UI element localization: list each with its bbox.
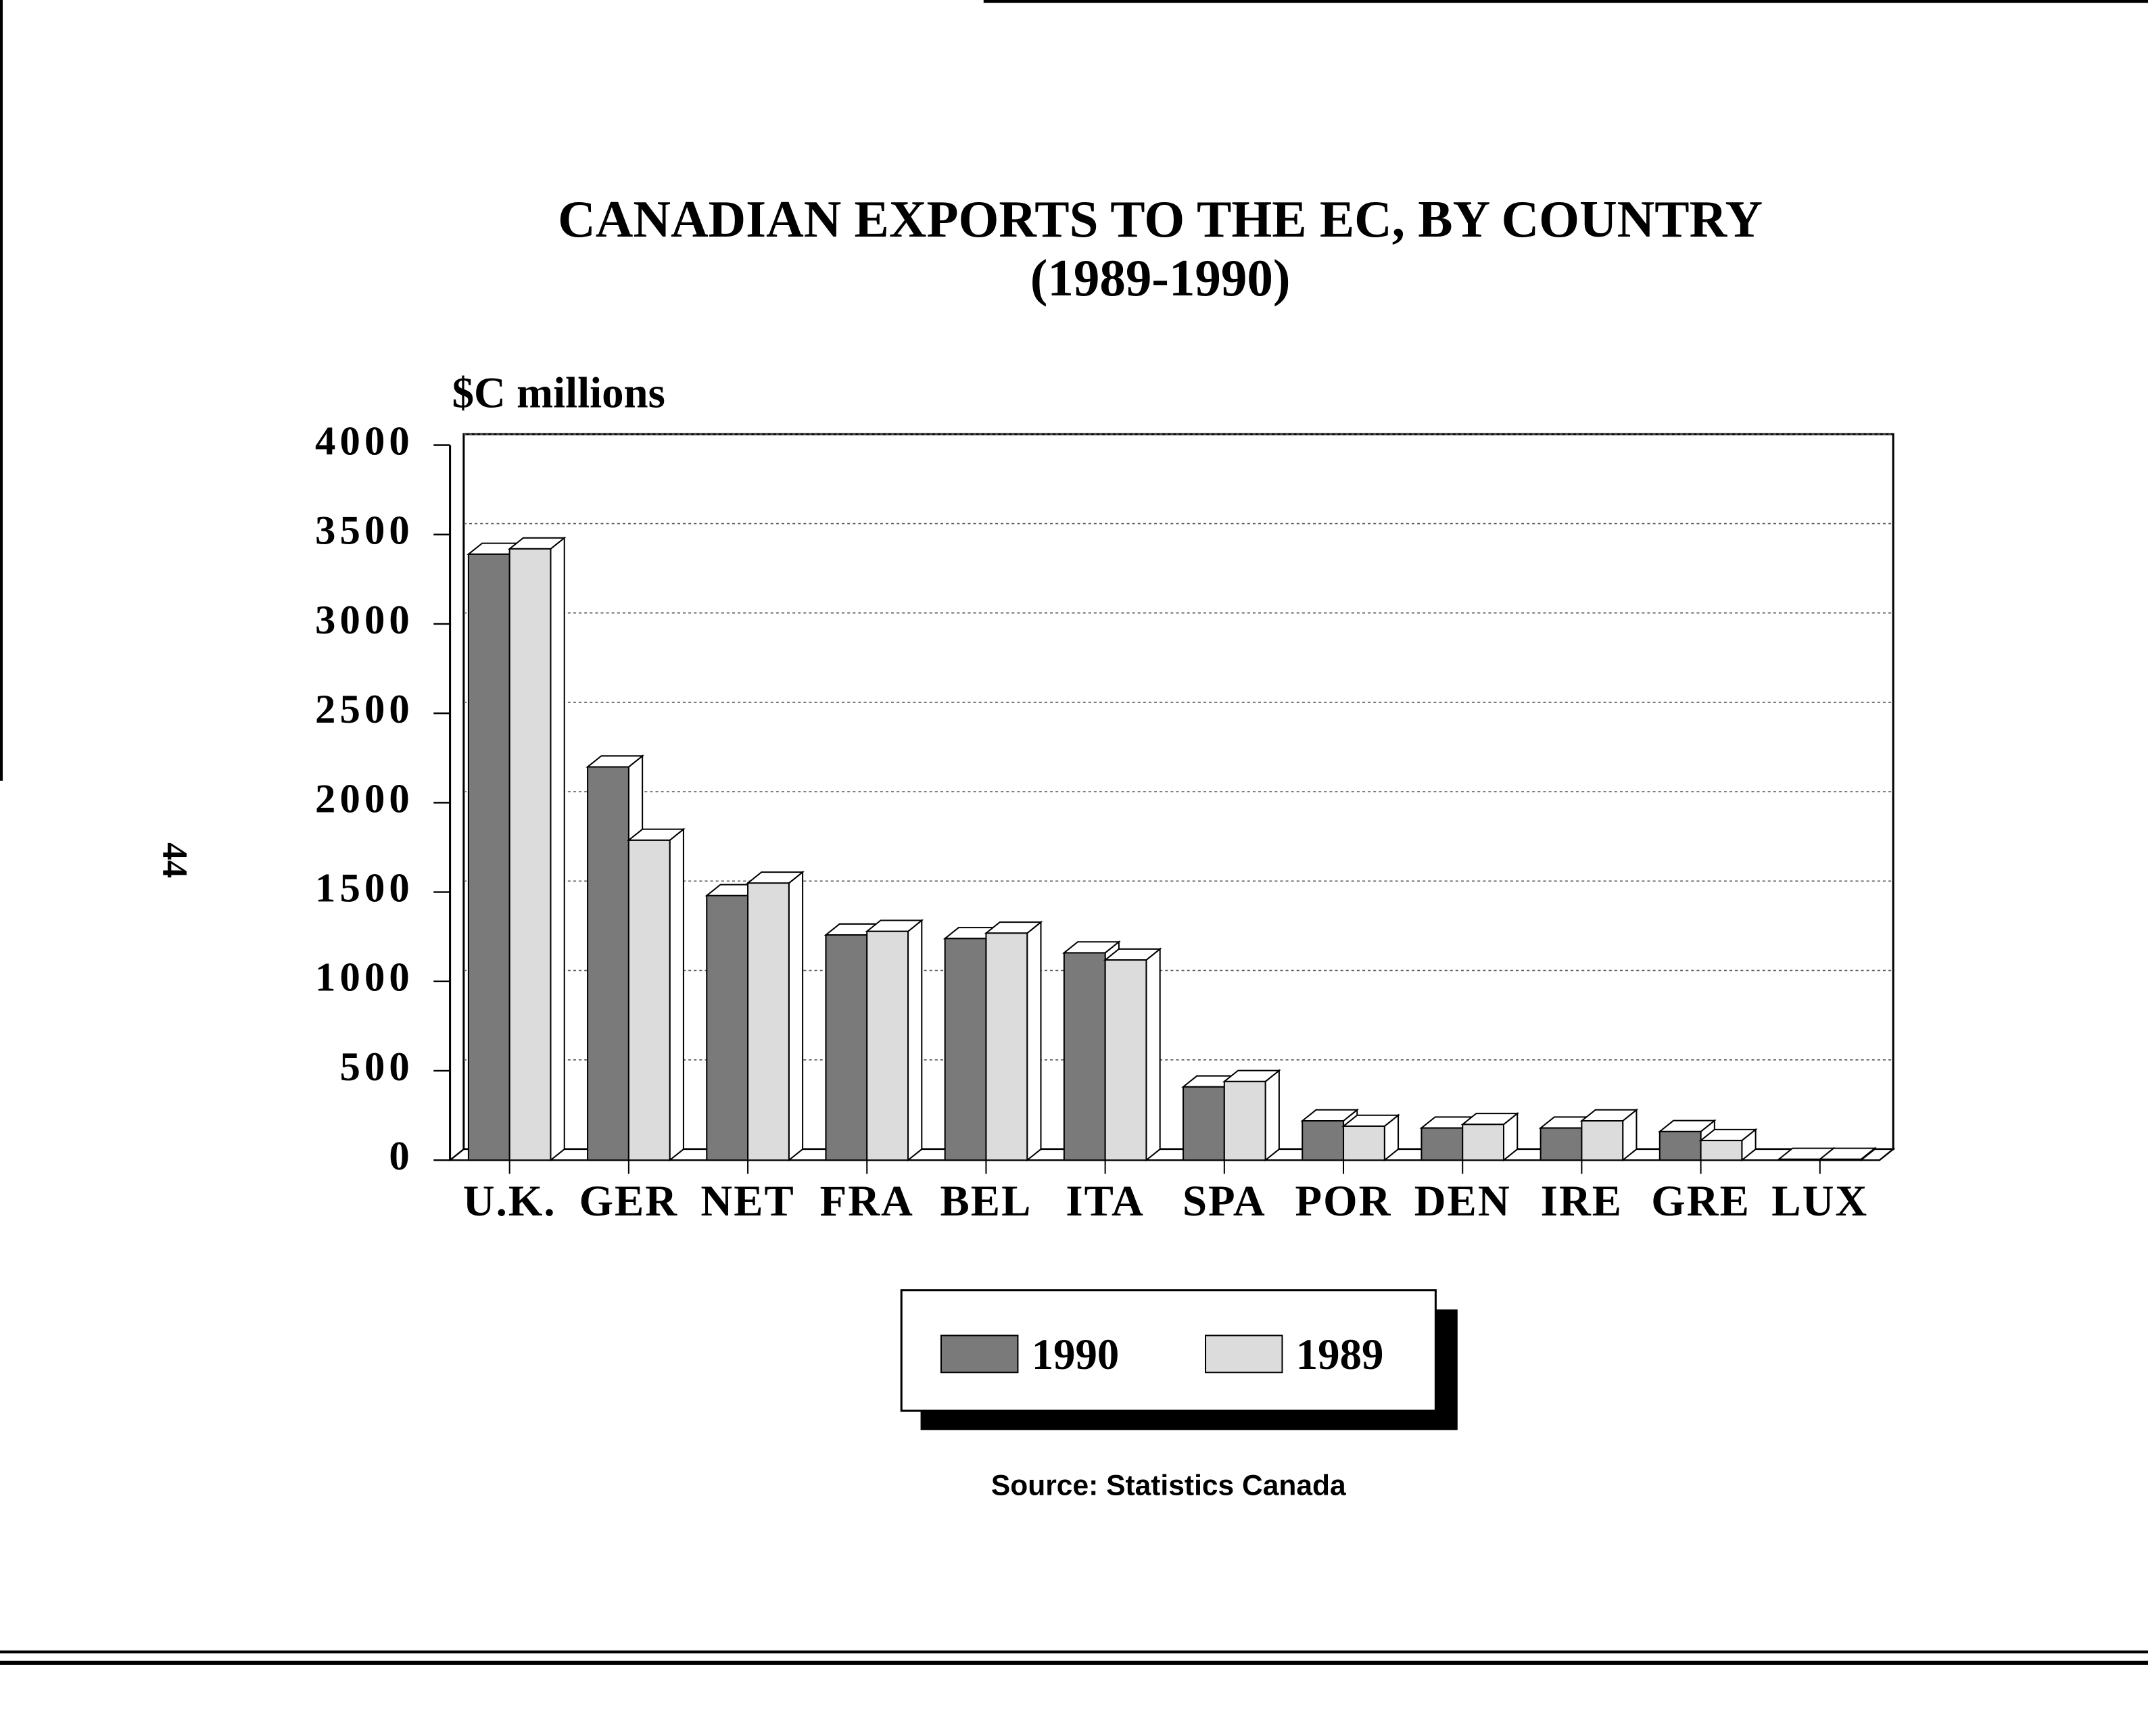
y-tick-label: 2500 [315, 687, 414, 732]
bar [1302, 1119, 1345, 1161]
bar [1700, 1140, 1743, 1161]
y-tick-label: 1500 [315, 866, 414, 911]
bar-side [1026, 921, 1042, 1162]
bar-side [669, 827, 684, 1162]
bar [985, 932, 1028, 1161]
bar-side [1264, 1069, 1280, 1162]
chart-title: CANADIAN EXPORTS TO THE EC, BY COUNTRY [558, 190, 1763, 248]
x-tick-label: LUX [1771, 1177, 1868, 1226]
legend [900, 1289, 1437, 1412]
legend-label: 1989 [1296, 1330, 1384, 1379]
legend-swatch [940, 1334, 1019, 1374]
bar-side [550, 536, 565, 1162]
x-tick-label: IRE [1541, 1177, 1623, 1226]
bar [1421, 1127, 1464, 1161]
y-tick-label: 0 [389, 1134, 413, 1179]
x-tick-label: GRE [1651, 1177, 1750, 1226]
x-tick-label: ITA [1066, 1177, 1145, 1226]
x-tick-label: SPA [1183, 1177, 1266, 1226]
y-axis-label: $C millions [452, 368, 665, 417]
y-tick-label: 500 [340, 1044, 414, 1090]
bar [1658, 1130, 1702, 1161]
bar [1819, 1158, 1862, 1161]
page-number: 44 [155, 842, 194, 878]
x-tick-label: DEN [1414, 1177, 1511, 1226]
bar [747, 882, 790, 1161]
source-note: Source: Statistics Canada [991, 1470, 1346, 1502]
x-tick-label: GER [579, 1177, 679, 1226]
bar [706, 894, 749, 1161]
bar [1223, 1080, 1266, 1161]
legend-swatch [1204, 1334, 1283, 1374]
bar [1104, 959, 1147, 1161]
x-tick-label: POR [1295, 1177, 1392, 1226]
y-tick-label: 3500 [315, 508, 414, 554]
bar [825, 934, 868, 1161]
x-tick-label: U.K. [463, 1177, 556, 1226]
bar [1581, 1119, 1624, 1161]
bar [866, 930, 909, 1161]
bar [587, 766, 629, 1161]
bar-side [788, 871, 804, 1162]
x-tick-label: NET [700, 1177, 794, 1226]
legend-label: 1990 [1032, 1330, 1120, 1379]
x-tick-label: BEL [940, 1177, 1032, 1226]
bar [467, 553, 510, 1161]
bar [508, 548, 552, 1161]
bar [1343, 1125, 1385, 1161]
bar [1540, 1127, 1583, 1161]
bar [944, 938, 987, 1161]
y-tick-label: 2000 [315, 776, 414, 821]
bar [1462, 1124, 1505, 1161]
bar [627, 839, 671, 1161]
y-tick-label: 1000 [315, 955, 414, 1000]
y-tick-label: 3000 [315, 598, 414, 643]
y-tick-label: 4000 [315, 418, 414, 464]
bar [1063, 952, 1106, 1161]
chart-subtitle: (1989-1990) [1030, 249, 1291, 307]
bar-side [1145, 947, 1161, 1162]
bar-side [907, 919, 923, 1162]
bar [1183, 1086, 1225, 1161]
x-tick-label: FRA [820, 1177, 914, 1226]
bar [1777, 1158, 1821, 1161]
plot-floor [448, 1148, 1896, 1161]
